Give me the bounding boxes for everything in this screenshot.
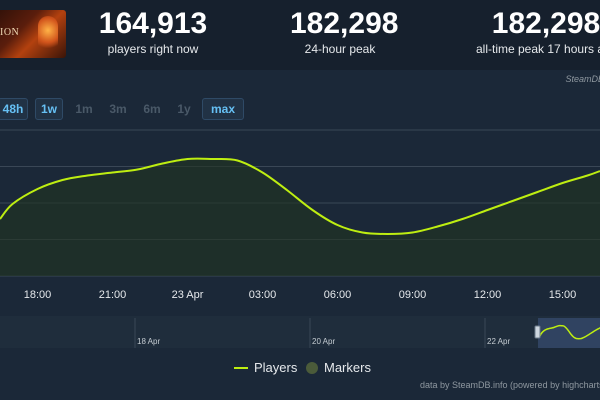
range-1m-button[interactable]: 1m [75, 102, 93, 116]
x-tick-label: 09:00 [399, 289, 427, 301]
chart-navigator[interactable]: 18 Apr 20 Apr 22 Apr [0, 316, 600, 352]
all-time-peak-label: all-time peak 17 hours ago [476, 42, 600, 56]
legend-markers-swatch [306, 361, 318, 374]
x-tick-label: 23 Apr [172, 289, 204, 301]
chart-legend: Players Markers [0, 360, 600, 380]
range-1w-button[interactable]: 1w [35, 98, 63, 120]
x-tick-label: 18:00 [24, 289, 52, 301]
x-tick-label: 03:00 [249, 289, 277, 301]
peak-24h-value: 182,298 [290, 7, 399, 40]
legend-players-label: Players [254, 360, 298, 375]
navigator-series-line [539, 324, 600, 340]
player-count-chart[interactable]: 18:00 21:00 23 Apr 03:00 06:00 09:00 12:00 15:0… [0, 126, 600, 310]
range-6m-button[interactable]: 6m [143, 102, 161, 116]
x-axis-ticks: 18:00 21:00 23 Apr 03:00 06:00 09:00 12:00 15:0… [24, 289, 577, 301]
x-tick-label: 15:00 [549, 289, 577, 301]
current-players-label: players right now [107, 42, 199, 56]
stat-all-time-peak: 182,298 all-time peak 17 hours ago [476, 7, 600, 57]
stats-header: ION 164,913 players right now 182,298 24… [0, 0, 600, 70]
chart-credits[interactable]: data by SteamDB.info (powered by highcha… [420, 380, 600, 390]
peak-24h-label: 24-hour peak [304, 42, 376, 56]
game-thumbnail[interactable]: ION [0, 10, 66, 58]
credit-label: SteamDB [565, 74, 600, 84]
navigator-label: 20 Apr [312, 337, 335, 346]
current-players-value: 164,913 [98, 7, 208, 40]
thumbnail-title: ION [0, 27, 20, 38]
thumbnail-art [38, 16, 58, 52]
all-time-peak-value: 182,298 [491, 7, 600, 40]
x-tick-label: 06:00 [324, 289, 352, 301]
players-area-fill [0, 158, 600, 276]
legend-markers[interactable]: Markers [306, 360, 371, 375]
x-tick-label: 12:00 [474, 289, 502, 301]
navigator-selection[interactable] [538, 318, 600, 348]
navigator-label: 22 Apr [487, 337, 510, 346]
stat-24h-peak: 182,298 24-hour peak [290, 7, 399, 57]
range-1y-button[interactable]: 1y [177, 102, 191, 116]
legend-players[interactable]: Players [234, 360, 297, 375]
range-48h-button[interactable]: 48h [0, 98, 28, 120]
stat-current-players: 164,913 players right now [98, 7, 208, 57]
navigator-date-labels: 18 Apr 20 Apr 22 Apr [134, 318, 510, 348]
range-max-button[interactable]: max [202, 98, 244, 120]
legend-markers-label: Markers [324, 360, 371, 375]
navigator-label: 18 Apr [137, 337, 160, 346]
players-series-line[interactable] [0, 157, 600, 236]
range-3m-button[interactable]: 3m [109, 102, 127, 116]
x-tick-label: 21:00 [99, 289, 127, 301]
legend-players-swatch [234, 366, 248, 369]
navigator-left-handle[interactable] [534, 325, 541, 339]
navigator-background [0, 316, 600, 348]
